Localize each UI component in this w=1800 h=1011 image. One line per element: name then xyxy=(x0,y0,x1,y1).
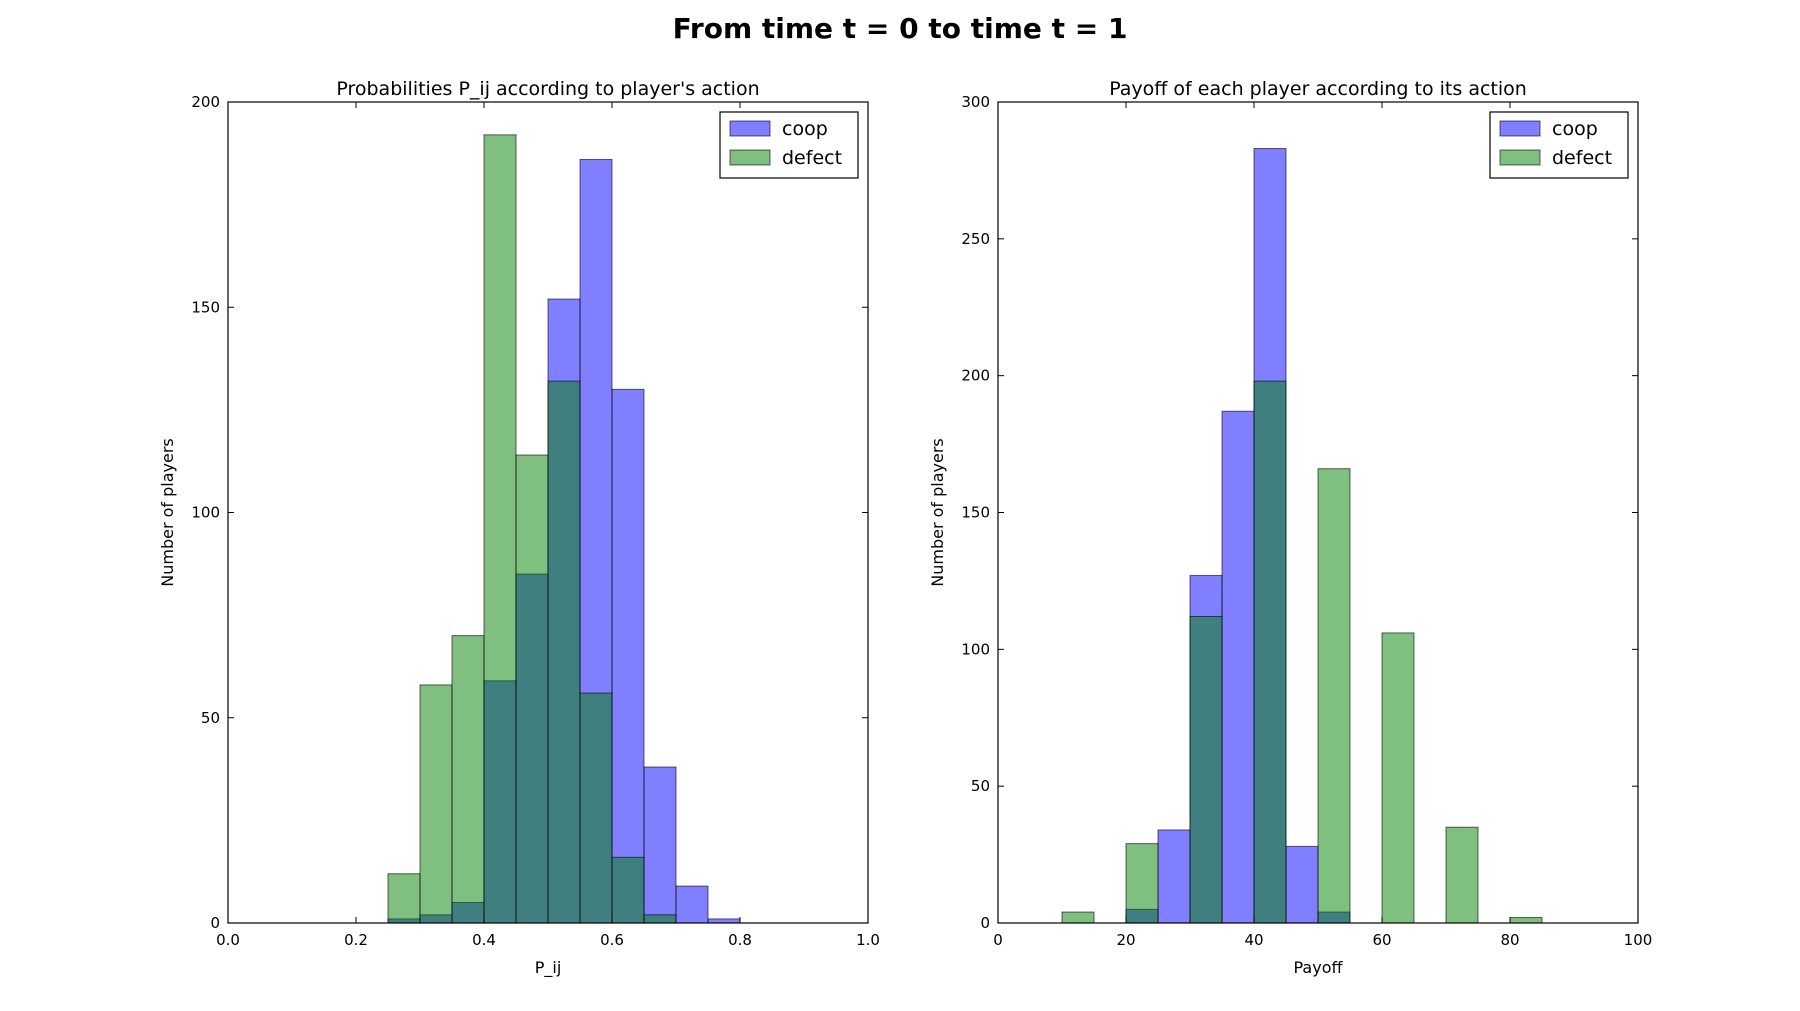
x-axis-label: Payoff xyxy=(1293,958,1343,977)
coop-bar xyxy=(1285,845,1319,924)
defect-bar xyxy=(387,873,421,924)
defect-bar xyxy=(451,635,485,924)
x-tick-label: 100 xyxy=(1624,931,1653,949)
y-tick-label: 0 xyxy=(210,914,220,932)
coop-legend-swatch xyxy=(1499,120,1541,137)
defect-bar xyxy=(547,380,581,924)
right-histogram-chart: 0 20 40 60 80 100 0 50 100 150 200 250 300 Payoff of … xyxy=(928,78,1652,977)
x-tick-label: 80 xyxy=(1500,931,1519,949)
coop-bar xyxy=(1221,410,1255,924)
y-tick-label: 0 xyxy=(980,914,990,932)
coop-bar xyxy=(643,766,677,924)
y-axis-label: Number of players xyxy=(158,438,177,587)
defect-bar xyxy=(1509,917,1543,924)
coop-legend-label: coop xyxy=(1552,118,1598,140)
defect-bar xyxy=(515,454,549,924)
x-tick-label: 0.6 xyxy=(600,931,624,949)
y-tick-label: 200 xyxy=(961,367,990,385)
defect-bar xyxy=(1445,826,1479,924)
defect-bar xyxy=(1061,911,1095,924)
y-tick-label: 150 xyxy=(191,298,220,316)
y-tick-label: 200 xyxy=(191,93,220,111)
y-tick-label: 250 xyxy=(961,230,990,248)
coop-bar xyxy=(1157,829,1191,924)
y-tick-label: 50 xyxy=(201,709,220,727)
x-tick-label: 60 xyxy=(1372,931,1391,949)
defect-bar xyxy=(611,856,645,924)
defect-legend-label: defect xyxy=(782,147,842,169)
defect-legend-swatch xyxy=(729,149,771,166)
coop-bar xyxy=(675,885,709,924)
defect-legend-label: defect xyxy=(1552,147,1612,169)
x-axis-label: P_ij xyxy=(535,958,562,978)
coop-legend-label: coop xyxy=(782,118,828,140)
defect-bar xyxy=(1317,468,1351,924)
x-tick-label: 0.4 xyxy=(472,931,496,949)
coop-bar xyxy=(707,918,741,924)
defect-bar xyxy=(1253,380,1287,924)
defect-bar xyxy=(483,134,517,924)
legend: coop defect xyxy=(1489,111,1629,179)
defect-bar xyxy=(643,914,677,924)
y-tick-label: 300 xyxy=(961,93,990,111)
defect-bar xyxy=(1125,843,1159,924)
x-tick-label: 1.0 xyxy=(856,931,880,949)
left-histogram-chart: 0.0 0.2 0.4 0.6 0.8 1.0 0 50 100 150 200 Probabilit… xyxy=(158,78,880,978)
x-tick-label: 40 xyxy=(1244,931,1263,949)
chart-title: Payoff of each player according to its a… xyxy=(1109,78,1527,100)
coop-bar xyxy=(611,388,645,924)
figure-title: From time t = 0 to time t = 1 xyxy=(672,12,1128,45)
y-tick-label: 100 xyxy=(191,504,220,522)
defect-bar xyxy=(579,692,613,924)
chart-title: Probabilities P_ij according to player's… xyxy=(336,78,759,100)
defect-bar xyxy=(1381,632,1415,924)
coop-legend-swatch xyxy=(729,120,771,137)
y-tick-label: 150 xyxy=(961,504,990,522)
y-axis-label: Number of players xyxy=(928,438,947,587)
x-tick-label: 20 xyxy=(1116,931,1135,949)
x-tick-label: 0 xyxy=(993,931,1003,949)
defect-legend-swatch xyxy=(1499,149,1541,166)
x-tick-label: 0.0 xyxy=(216,931,240,949)
defect-bar xyxy=(419,684,453,924)
x-tick-label: 0.8 xyxy=(728,931,752,949)
y-tick-label: 100 xyxy=(961,640,990,658)
x-tick-label: 0.2 xyxy=(344,931,368,949)
legend: coop defect xyxy=(719,111,859,179)
y-tick-label: 50 xyxy=(971,777,990,795)
defect-bar xyxy=(1189,615,1223,924)
